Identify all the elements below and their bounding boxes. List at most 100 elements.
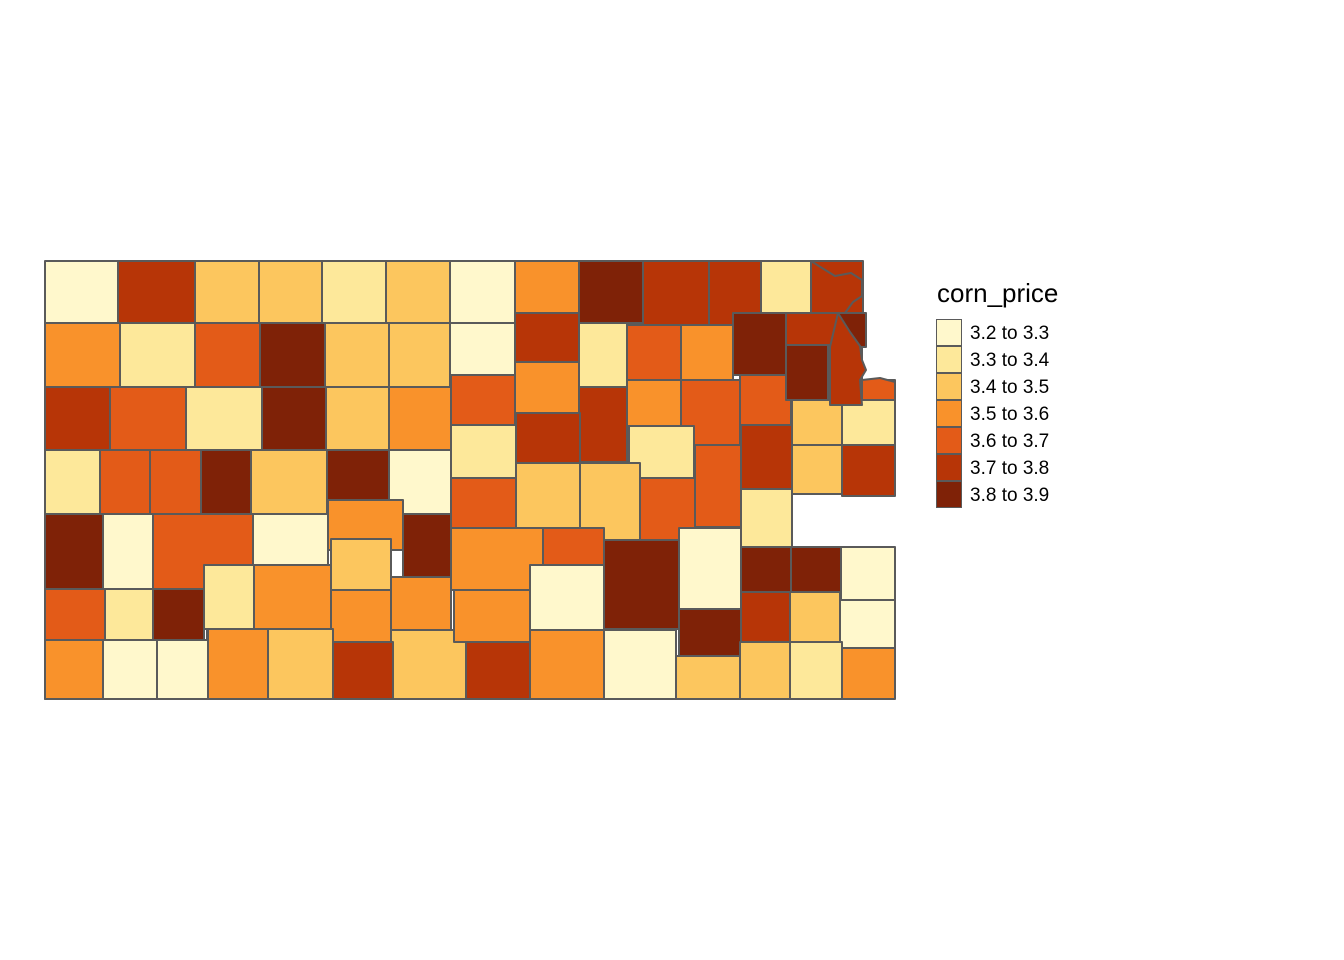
county-6 — [385, 260, 451, 324]
county-17 — [259, 322, 326, 388]
county-26 — [785, 312, 839, 346]
legend-item-7: 3.8 to 3.9 — [936, 481, 1058, 509]
county-70 — [44, 588, 106, 641]
legend-swatch-4 — [936, 400, 962, 428]
county-97 — [839, 599, 896, 649]
county-106 — [603, 629, 677, 700]
legend-item-6: 3.7 to 3.8 — [936, 454, 1058, 482]
legend-item-5: 3.6 to 3.7 — [936, 427, 1058, 455]
county-8 — [514, 260, 580, 314]
county-55 — [791, 399, 843, 446]
county-12 — [760, 260, 812, 314]
county-64 — [515, 462, 581, 529]
county-43 — [44, 449, 101, 515]
county-53 — [694, 444, 742, 528]
legend-item-2: 3.3 to 3.4 — [936, 346, 1058, 374]
county-104 — [465, 641, 531, 700]
legend-label-6: 3.7 to 3.8 — [970, 457, 1050, 479]
county-76 — [390, 576, 452, 631]
county-92 — [529, 564, 605, 631]
county-75 — [330, 538, 392, 591]
county-22 — [578, 322, 628, 388]
county-10 — [642, 260, 710, 326]
county-48 — [326, 449, 390, 501]
county-102 — [267, 628, 334, 700]
county-51 — [515, 412, 581, 464]
county-7 — [449, 260, 516, 324]
county-62 — [402, 513, 452, 578]
county-81 — [740, 546, 792, 593]
county-67 — [740, 488, 793, 548]
county-68 — [791, 444, 843, 495]
county-54 — [740, 424, 793, 490]
legend-swatch-7 — [936, 481, 962, 509]
county-60 — [252, 513, 329, 566]
county-29 — [109, 386, 187, 451]
county-46 — [200, 449, 252, 515]
county-91 — [453, 589, 531, 643]
county-109 — [789, 641, 843, 700]
county-82 — [790, 546, 842, 593]
legend-label-4: 3.5 to 3.6 — [970, 403, 1050, 425]
county-99 — [102, 639, 158, 700]
county-110 — [841, 647, 896, 700]
county-94 — [678, 608, 742, 657]
county-93 — [603, 539, 680, 630]
county-border-3 — [861, 377, 896, 401]
county-3 — [194, 260, 260, 324]
county-31 — [261, 386, 327, 451]
county-63 — [450, 477, 517, 529]
county-73 — [203, 564, 255, 630]
county-71 — [104, 588, 154, 641]
legend: corn_price 3.2 to 3.3 3.3 to 3.4 3.4 to … — [936, 278, 1058, 509]
legend-label-5: 3.6 to 3.7 — [970, 430, 1050, 452]
county-107 — [675, 655, 741, 700]
county-14 — [44, 322, 121, 388]
county-30 — [185, 386, 263, 451]
legend-swatch-1 — [936, 319, 962, 347]
county-45 — [149, 449, 202, 515]
county-border-2 — [829, 312, 867, 406]
county-1 — [44, 260, 119, 324]
county-28 — [44, 386, 111, 451]
county-100 — [156, 639, 209, 700]
legend-swatch-6 — [936, 454, 962, 482]
county-16 — [194, 322, 261, 388]
county-33 — [388, 386, 452, 451]
county-69 — [841, 444, 896, 497]
legend-label-2: 3.3 to 3.4 — [970, 349, 1050, 371]
legend-title: corn_price — [937, 278, 1059, 308]
county-50 — [450, 424, 517, 479]
county-15 — [119, 322, 196, 388]
county-47 — [250, 449, 328, 515]
legend-swatch-3 — [936, 373, 962, 401]
county-5 — [321, 260, 387, 324]
county-98 — [44, 639, 104, 700]
legend-label-7: 3.8 to 3.9 — [970, 484, 1050, 506]
county-108 — [739, 641, 791, 700]
county-96 — [789, 591, 841, 643]
county-border-1 — [810, 260, 863, 314]
legend-swatch-2 — [936, 346, 962, 374]
county-80 — [678, 527, 742, 610]
legend-item-1: 3.2 to 3.3 — [936, 319, 1058, 347]
legend-swatch-5 — [936, 427, 962, 455]
county-25 — [732, 312, 787, 376]
county-44 — [99, 449, 151, 515]
county-103 — [332, 641, 394, 700]
county-19 — [388, 322, 451, 388]
legend-label-3: 3.4 to 3.5 — [970, 376, 1050, 398]
county-34 — [450, 374, 516, 426]
county-18 — [324, 322, 390, 388]
county-39 — [739, 374, 792, 426]
legend-item-3: 3.4 to 3.5 — [936, 373, 1058, 401]
county-95 — [740, 591, 791, 643]
county-78 — [542, 527, 605, 566]
legend-item-4: 3.5 to 3.6 — [936, 400, 1058, 428]
county-74 — [253, 564, 332, 630]
county-9 — [578, 260, 644, 324]
county-border-4 — [785, 344, 829, 401]
county-105 — [529, 629, 605, 700]
county-36 — [578, 386, 628, 463]
